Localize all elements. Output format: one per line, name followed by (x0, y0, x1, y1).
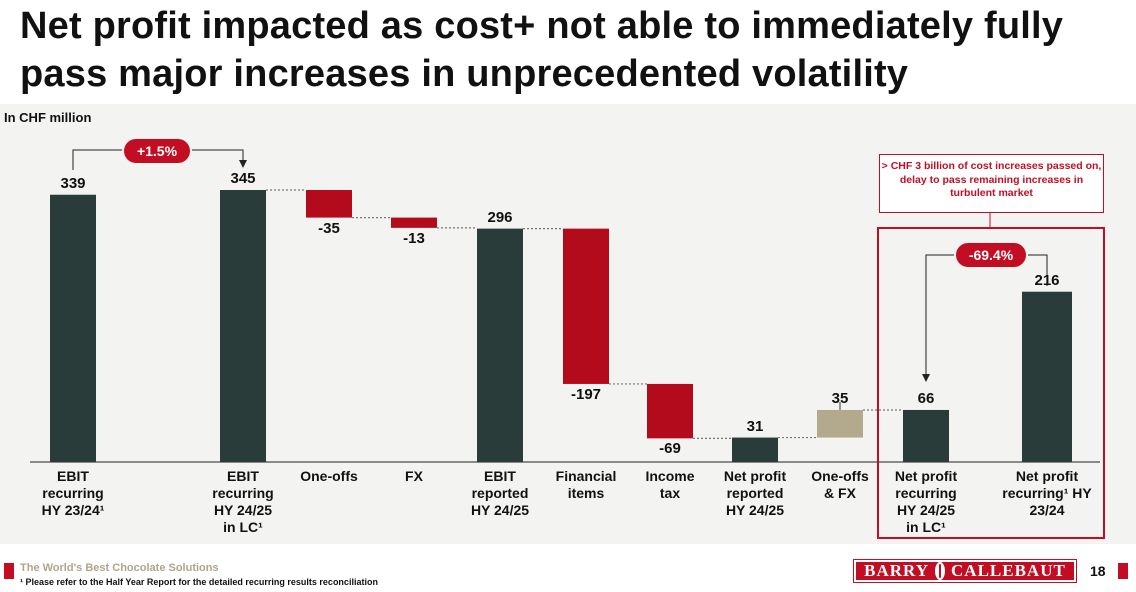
category-label: EBIT recurring HY 24/25 in LC¹ (195, 468, 291, 536)
category-label: One-offs & FX (792, 468, 888, 502)
category-label-line: Net profit (1015, 468, 1079, 484)
value-label: 345 (230, 170, 256, 187)
category-label-line: recurring (212, 485, 274, 501)
category-label: One-offs (281, 468, 377, 485)
category-label-line: reported (726, 485, 784, 501)
category-label-line: reported (471, 485, 529, 501)
category-label: EBIT reported HY 24/25 (452, 468, 548, 519)
np-arrowhead-icon (922, 374, 930, 382)
footer-accent-left (4, 563, 14, 579)
cost-increase-callout: > CHF 3 billion of cost increases passed… (879, 154, 1104, 213)
category-label-line: items (567, 485, 605, 501)
barry-callebaut-logo: BARRY CALLEBAUT (853, 559, 1077, 583)
logo-text-left: BARRY (864, 561, 930, 580)
category-label-line: HY 23/24¹ (41, 502, 105, 518)
page-number: 18 (1090, 563, 1106, 579)
footnote: ¹ Please refer to the Half Year Report f… (20, 577, 378, 587)
ebit-arrowhead-icon (239, 160, 247, 168)
ebit-bracket-right (190, 149, 244, 162)
bar-6 (563, 228, 609, 384)
bar-5 (477, 228, 523, 462)
value-label: 66 (917, 389, 935, 407)
value-label: 35 (831, 389, 849, 407)
value-label: -13 (403, 229, 425, 247)
category-label-line: Income (645, 468, 695, 484)
bar-10 (903, 409, 949, 462)
footer-accent-right (1118, 563, 1128, 579)
cocoa-bean-icon (935, 562, 946, 580)
category-label-line: in LC¹ (223, 519, 263, 535)
value-label: -197 (570, 385, 602, 403)
category-label-line: Financial (555, 468, 617, 484)
value-label: 31 (746, 417, 764, 435)
bar-8 (732, 437, 778, 462)
value-label: 216 (1034, 271, 1060, 289)
category-label-line: EBIT (57, 468, 89, 484)
bar-9 (817, 409, 863, 438)
np-bracket-left (925, 254, 956, 376)
category-label: Net profit recurring HY 24/25 in LC¹ (878, 468, 974, 536)
category-label: Net profit reported HY 24/25 (707, 468, 803, 519)
category-label-line: Net profit (723, 468, 787, 484)
category-label-line: HY 24/25 (213, 502, 273, 518)
logo-text-right: CALLEBAUT (951, 561, 1066, 580)
ebit-change-badge: +1.5% (124, 139, 190, 163)
category-label-line: Net profit (894, 468, 958, 484)
bar-3 (306, 190, 352, 218)
bar-1 (50, 194, 96, 462)
bar-4 (391, 217, 437, 228)
category-label: Income tax (622, 468, 718, 502)
value-label: -35 (318, 219, 340, 237)
category-label-line: HY 24/25 (470, 502, 530, 518)
np-bracket-right (1026, 254, 1048, 286)
value-label: 339 (60, 174, 86, 192)
category-label-line: EBIT (484, 468, 516, 484)
category-label-line: tax (659, 485, 681, 501)
category-label-line: in LC¹ (906, 519, 946, 535)
bar-11 (1022, 291, 1072, 462)
category-label-line: One-offs (300, 468, 358, 484)
category-label-line: One-offs (811, 468, 869, 484)
category-label-line: FX (405, 468, 423, 484)
category-label-line: & FX (824, 485, 856, 501)
category-label: Financial items (538, 468, 634, 502)
category-label-line: recurring (895, 485, 957, 501)
ebit-bracket-left (72, 149, 124, 170)
category-label-line: EBIT (227, 468, 259, 484)
highlight-box (877, 227, 1105, 539)
category-label-line: recurring (42, 485, 104, 501)
bar-7 (647, 383, 693, 439)
category-label-line: 23/24 (1029, 502, 1065, 518)
net-profit-change-badge: -69.4% (956, 243, 1026, 267)
category-label: FX (366, 468, 462, 485)
category-label: EBIT recurring HY 23/24¹ (25, 468, 121, 519)
tagline: The World's Best Chocolate Solutions (20, 562, 219, 574)
category-label-line: HY 24/25 (725, 502, 785, 518)
category-label-line: recurring¹ HY (1002, 485, 1092, 501)
unit-label: In CHF million (4, 110, 92, 125)
bar-2 (220, 190, 266, 462)
slide-title: Net profit impacted as cost+ not able to… (20, 5, 1064, 95)
value-label: 296 (487, 208, 513, 226)
value-label: -69 (659, 440, 681, 458)
category-label: Net profit recurring¹ HY 23/24 (999, 468, 1095, 519)
category-label-line: HY 24/25 (896, 502, 956, 518)
